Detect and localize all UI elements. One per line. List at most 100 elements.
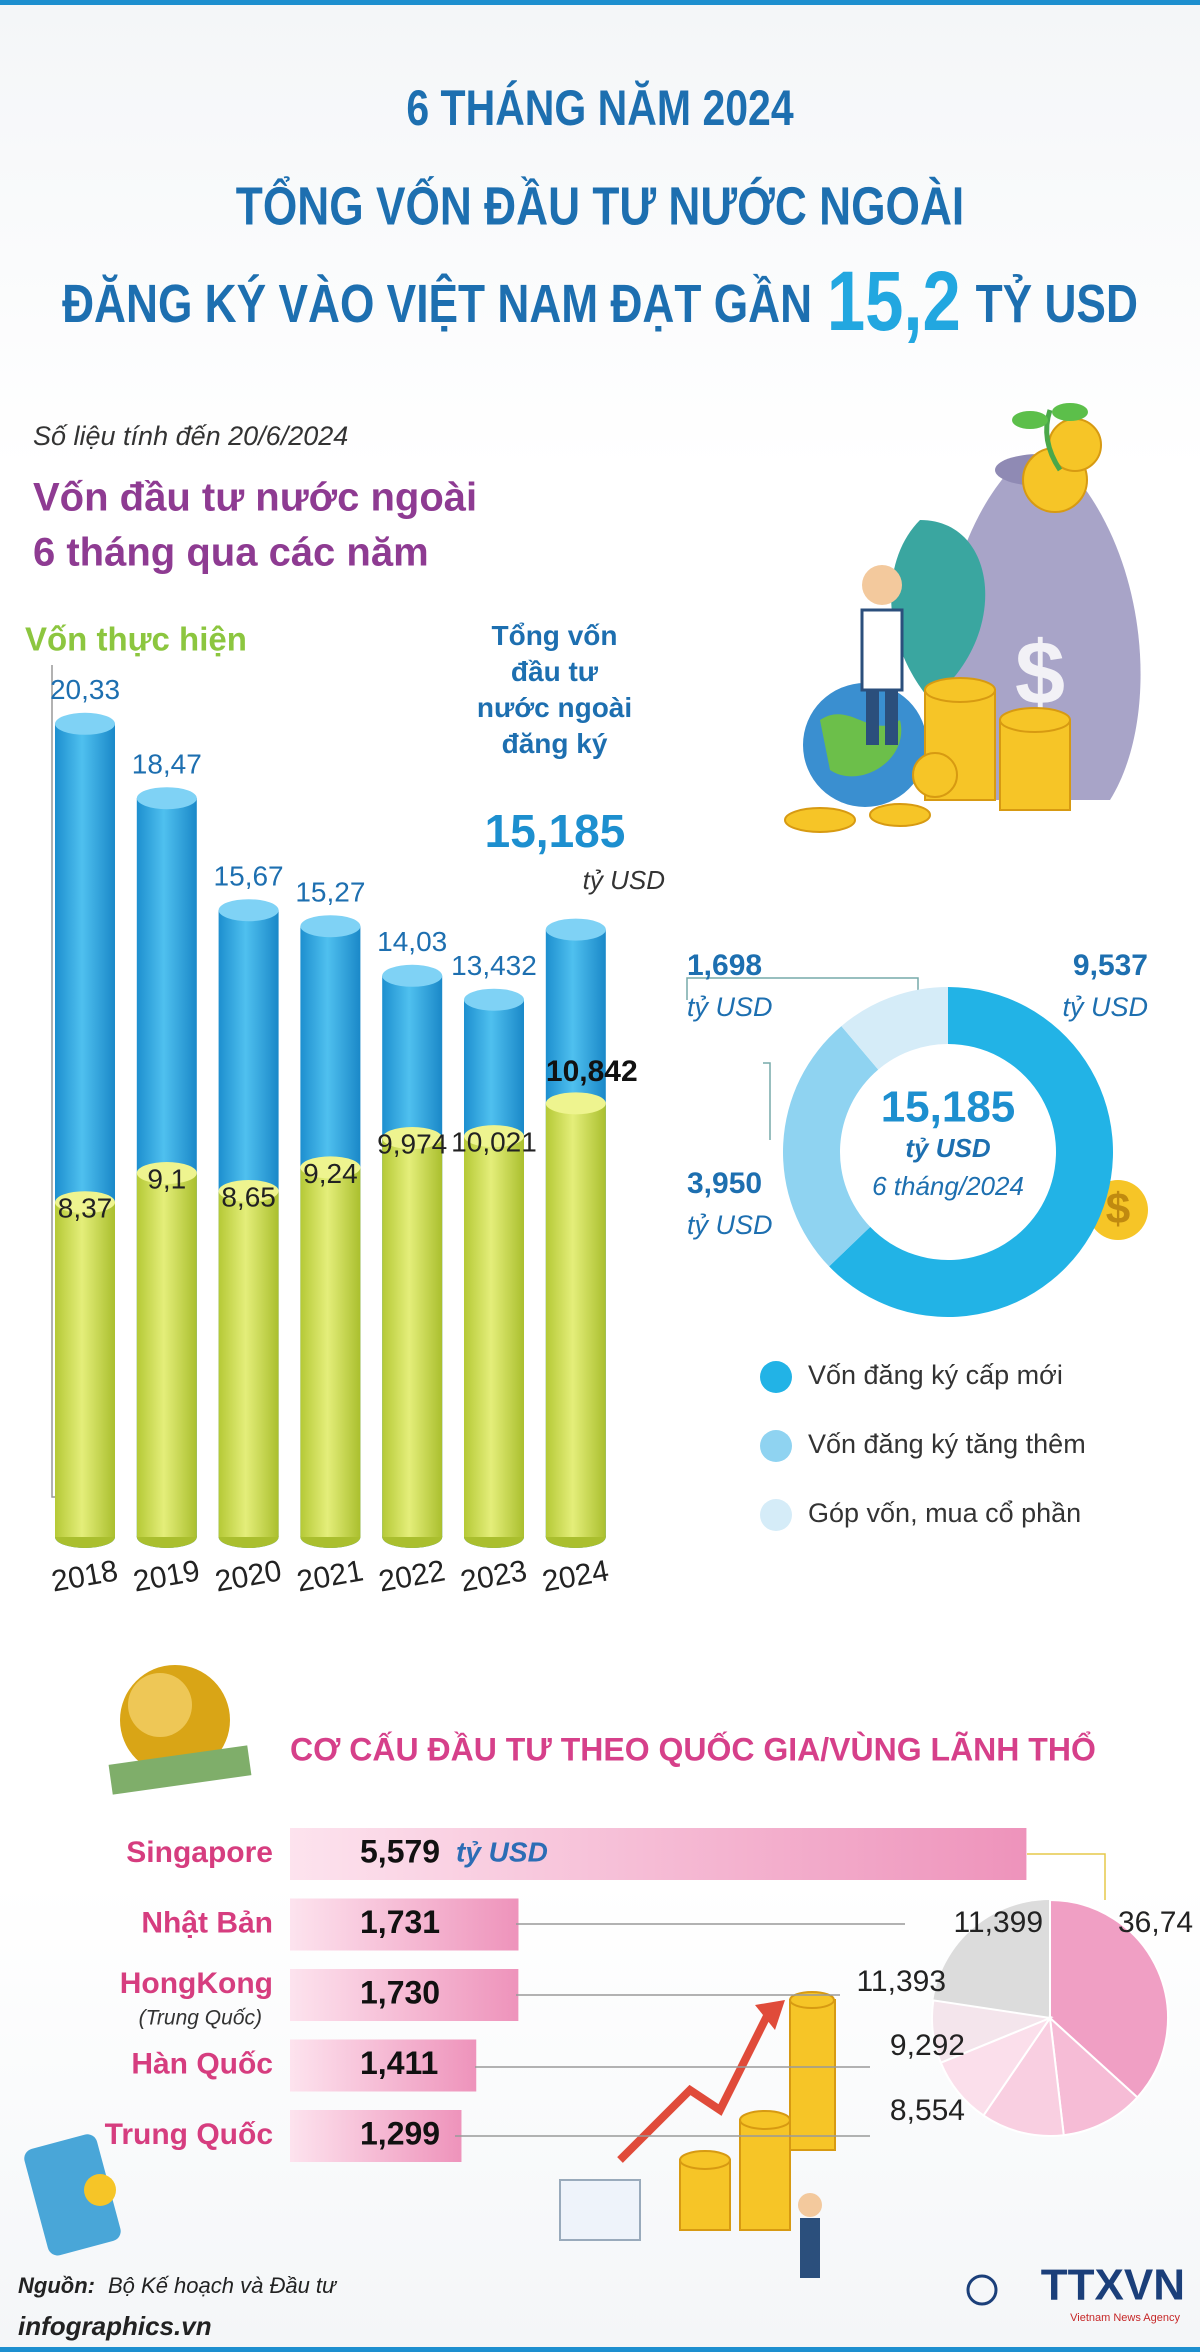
unit-label: tỷ USD: [687, 1210, 773, 1240]
bar: [55, 1202, 115, 1537]
bar: [545, 1103, 606, 1537]
source-label: Nguồn:: [18, 2273, 95, 2298]
unit-label: tỷ USD: [905, 1133, 990, 1163]
legend-swatch: [760, 1430, 792, 1462]
bar-cap: [464, 988, 524, 1011]
bar-cap: [218, 899, 279, 922]
value-label: 15,27: [295, 877, 365, 908]
logo: TTXVN: [1041, 2261, 1185, 2310]
donut-slice: [829, 987, 1114, 1318]
title-highlight: 15,2: [827, 255, 961, 349]
value-label: 8,37: [58, 1193, 113, 1224]
bar: [300, 1167, 361, 1537]
bar-cap: [382, 1127, 443, 1150]
pie-slice: [982, 2015, 1065, 2137]
note: Số liệu tính đến 20/6/2024: [33, 421, 348, 451]
pie-slice: [1048, 2015, 1139, 2137]
value-label: 15,67: [214, 861, 284, 892]
pie-slice: [1049, 1898, 1169, 2099]
pie-slice: [931, 1999, 1054, 2064]
unit-label: tỷ USD: [687, 992, 773, 1022]
value-label: 1,698: [687, 949, 762, 982]
bar-cap: [136, 787, 197, 810]
center-note: 6 tháng/2024: [872, 1171, 1024, 1201]
bar-cap: [136, 1162, 197, 1184]
category-label: Trung Quốc: [105, 2118, 273, 2151]
site: infographics.vn: [18, 2311, 212, 2341]
legend-swatch: [760, 1361, 792, 1393]
bar-cap: [545, 1092, 606, 1115]
value-label: 36,74 %: [1118, 1906, 1200, 1939]
category-note: (Trung Quốc): [139, 2007, 262, 2030]
bar: [290, 1828, 1027, 1880]
value-label: 8,554: [890, 2094, 965, 2127]
chart-title: CƠ CẤU ĐẦU TƯ THEO QUỐC GIA/VÙNG LÃNH TH…: [290, 1731, 1096, 1767]
bar: [290, 2039, 477, 2092]
bar: [218, 1191, 279, 1537]
bar: [382, 1138, 443, 1537]
bar-cap: [300, 1156, 361, 1179]
value-label: 3,950: [687, 1167, 762, 1200]
leader-line: [1027, 1853, 1106, 1900]
value-label: 9,1: [147, 1163, 186, 1194]
value-label: 15,185: [485, 805, 626, 857]
legend-label: Vốn đăng ký tăng thêm: [808, 1429, 1086, 1459]
value-label: 14,03: [377, 926, 447, 957]
x-tick-label: 2020: [213, 1554, 284, 1598]
bar: [290, 1898, 519, 1951]
x-tick-label: 2018: [49, 1554, 120, 1598]
series-name: Tổng vốn đầu tư nước ngoài đăng ký: [476, 620, 633, 759]
value-label: 9,974: [377, 1128, 447, 1159]
donut-slice: [782, 1026, 879, 1267]
value-label: 1,731: [360, 1904, 440, 1940]
value-label: 9,537: [1073, 949, 1148, 982]
value-label: 1,411: [360, 2045, 438, 2081]
value-label: 8,65: [221, 1181, 276, 1212]
unit-label: tỷ USD: [456, 1836, 548, 1867]
bar-cap: [300, 915, 361, 938]
legend-label: Vốn đăng ký cấp mới: [808, 1360, 1063, 1390]
unit-label: tỷ USD: [583, 865, 665, 895]
svg-text:$: $: [1106, 1185, 1130, 1234]
value-label: 18,47: [132, 749, 202, 780]
x-tick-label: 2024: [540, 1554, 611, 1598]
bar-cap: [464, 1125, 524, 1148]
category-label: Singapore: [126, 1836, 273, 1869]
logo-sub: Vietnam News Agency: [1070, 2312, 1180, 2324]
top-border: [0, 0, 1200, 5]
source: Bộ Kế hoạch và Đầu tư: [108, 2273, 338, 2298]
bar-cap: [55, 712, 115, 735]
bottom-border: [0, 2347, 1200, 2352]
legend-label: Góp vốn, mua cổ phần: [808, 1498, 1081, 1528]
donut-slice: [841, 987, 948, 1070]
unit-label: tỷ USD: [1062, 992, 1148, 1022]
title-part: ĐĂNG KÝ VÀO VIỆT NAM ĐẠT GẦN: [62, 273, 812, 334]
bar: [464, 1136, 524, 1537]
title-line: ĐĂNG KÝ VÀO VIỆT NAM ĐẠT GẦN 15,2 TỶ USD: [62, 255, 1138, 349]
value-label: 9,292: [890, 2029, 965, 2062]
bar: [290, 1969, 519, 2021]
legend-label: Vốn thực hiện: [25, 621, 247, 658]
chart-title: Vốn đầu tư nước ngoài: [33, 476, 477, 520]
category-label: Hàn Quốc: [131, 2047, 273, 2080]
bar-cap: [382, 964, 443, 987]
title: 6 THÁNG NĂM 2024: [406, 80, 794, 136]
title-unit: TỶ USD: [976, 273, 1138, 334]
title-line: 6 THÁNG NĂM 2024: [406, 80, 794, 136]
bar: [290, 2110, 462, 2162]
bar: [136, 1173, 197, 1537]
category-label: Nhật Bản: [141, 1906, 273, 1939]
total-label: 15,185: [881, 1083, 1016, 1132]
x-tick-label: 2023: [458, 1554, 529, 1598]
value-label: 11,393: [856, 1965, 946, 1998]
title: ĐĂNG KÝ VÀO VIỆT NAM ĐẠT GẦN 15,2 TỶ USD: [62, 255, 1138, 349]
bar-cap: [545, 918, 606, 941]
value-label: 13,432: [451, 950, 537, 981]
value-label: 11,399: [953, 1906, 1043, 1939]
value-label: 1,730: [360, 1974, 440, 2010]
value-label: 20,33: [50, 674, 120, 705]
x-tick-label: 2021: [294, 1554, 365, 1598]
bar-cap: [218, 1180, 279, 1202]
